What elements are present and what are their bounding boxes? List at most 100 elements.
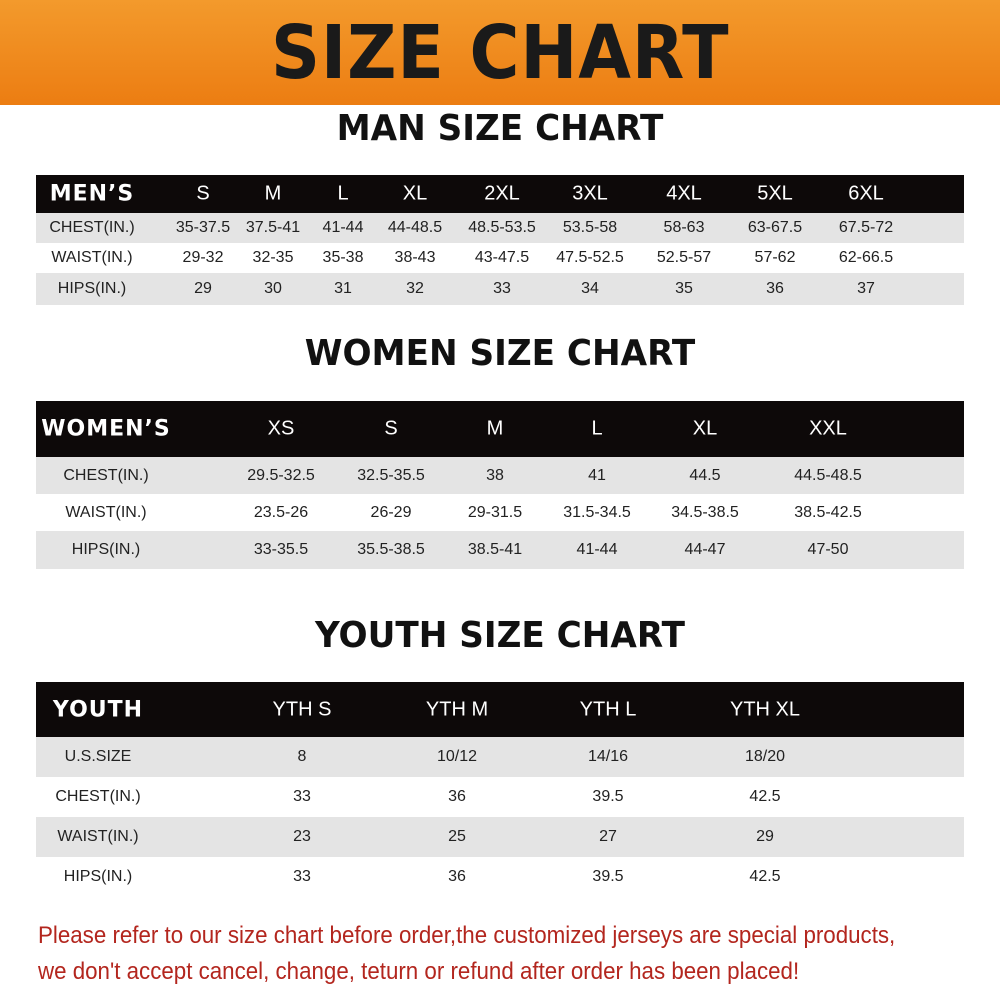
table-cell: 38.5-42.5 (794, 503, 862, 521)
row-label: CHEST(IN.) (49, 219, 135, 236)
table-cell: L (591, 417, 603, 440)
disclaimer-line-2: we don't accept cancel, change, teturn o… (38, 958, 800, 985)
table-cell: 35 (675, 280, 693, 297)
table-cell: 23 (293, 828, 311, 845)
table-cell: 39.5 (592, 788, 624, 805)
banner: SIZE CHART (0, 0, 1000, 105)
row-label: WAIST(IN.) (51, 249, 133, 266)
table-cell: 33 (293, 868, 311, 885)
table-cell: 37.5-41 (245, 219, 301, 236)
table-cell: XL (402, 182, 428, 205)
table-cell: 39.5 (592, 868, 624, 885)
table-cell: 34.5-38.5 (671, 503, 739, 521)
women-title: WOMEN SIZE CHART (304, 333, 696, 374)
table-cell: YTH XL (729, 698, 801, 720)
table-cell: 4XL (666, 182, 702, 205)
table-row: CHEST(IN.) 35-37.5 37.5-41 41-44 44-48.5 48.5… (36, 213, 964, 243)
table-cell: 48.5-53.5 (468, 219, 536, 236)
table-cell: 67.5-72 (838, 219, 894, 236)
table-cell: 57-62 (754, 249, 796, 266)
table-cell: 29.5-32.5 (247, 466, 315, 484)
table-cell: 31.5-34.5 (563, 503, 631, 521)
table-cell: 41-44 (322, 219, 364, 236)
table-cell: 58-63 (663, 219, 705, 236)
men-title: MAN SIZE CHART (336, 108, 664, 149)
table-cell: 52.5-57 (656, 249, 712, 266)
table-row: HIPS(IN.) 33 36 39.5 42.5 (36, 857, 964, 897)
table-cell: 2XL (484, 182, 520, 205)
table-cell: XS (267, 417, 295, 440)
table-cell: 42.5 (749, 868, 781, 885)
row-label: HIPS(IN.) (57, 280, 127, 297)
table-cell: 32 (406, 280, 424, 297)
table-cell: 23.5-26 (253, 503, 309, 521)
table-cell: 32-35 (252, 249, 294, 266)
table-cell: YTH M (425, 698, 489, 720)
table-cell: YTH S (272, 698, 332, 720)
table-cell: 29 (756, 828, 774, 845)
table-cell: 14/16 (587, 748, 629, 765)
table-cell: 36 (766, 280, 784, 297)
disclaimer-line-1: Please refer to our size chart before or… (38, 922, 896, 949)
table-cell: 44.5-48.5 (794, 466, 862, 484)
table-cell: 34 (581, 280, 599, 297)
table-cell: S (196, 182, 210, 205)
table-title-cell: YOUTH (52, 697, 144, 722)
table-cell: 33 (293, 788, 311, 805)
table-cell: 44-48.5 (387, 219, 443, 236)
table-cell: S (384, 417, 398, 440)
youth-size-table: YOUTH YTH S YTH M YTH L YTH XL U.S.SIZE 8 10/12… (36, 682, 964, 897)
table-cell: YTH L (579, 698, 637, 720)
banner-title: SIZE CHART (270, 9, 730, 96)
table-title-cell: MEN’S (49, 181, 135, 207)
table-cell: 53.5-58 (562, 219, 618, 236)
table-cell: 33 (493, 280, 511, 297)
youth-title: YOUTH SIZE CHART (315, 615, 685, 656)
disclaimer: Please refer to our size chart before or… (38, 918, 912, 990)
table-cell: 37 (857, 280, 875, 297)
table-cell: 41-44 (576, 541, 618, 558)
table-cell: M (264, 182, 282, 205)
table-cell: 36 (448, 788, 466, 805)
table-cell: 62-66.5 (838, 249, 894, 266)
row-label: HIPS(IN.) (63, 868, 133, 885)
table-title-cell: WOMEN’S (41, 416, 171, 442)
table-row: WAIST(IN.) 23 25 27 29 (36, 817, 964, 857)
table-cell: M (486, 417, 504, 440)
row-label: U.S.SIZE (64, 748, 132, 765)
table-cell: 26-29 (370, 503, 412, 521)
table-cell: 30 (264, 280, 282, 297)
row-label: WAIST(IN.) (57, 828, 139, 845)
table-cell: L (337, 182, 349, 205)
row-label: CHEST(IN.) (63, 466, 149, 484)
header-row: YOUTH YTH S YTH M YTH L YTH XL (36, 682, 964, 737)
table-cell: 25 (448, 828, 466, 845)
women-size-table: WOMEN’S XS S M L XL XXL CHEST(IN.) 29.5-32.5 32.5… (36, 401, 964, 569)
table-cell: 35-37.5 (175, 219, 231, 236)
table-cell: 10/12 (436, 748, 478, 765)
table-cell: 29-31.5 (467, 503, 523, 521)
table-cell: 27 (599, 828, 617, 845)
table-cell: 42.5 (749, 788, 781, 805)
table-row: U.S.SIZE 8 10/12 14/16 18/20 (36, 737, 964, 777)
table-row: WAIST(IN.) 23.5-26 26-29 29-31.5 31.5-34.5 34… (36, 494, 964, 531)
table-cell: 47.5-52.5 (556, 249, 624, 266)
table-cell: 38-43 (394, 249, 436, 266)
table-row: WAIST(IN.) 29-32 32-35 35-38 38-43 43-47.5 47.… (36, 243, 964, 273)
table-cell: 33-35.5 (253, 541, 309, 558)
table-cell: 3XL (572, 182, 608, 205)
header-row: MEN’S S M L XL 2XL 3XL 4XL 5XL 6XL (36, 175, 964, 213)
table-cell: 36 (448, 868, 466, 885)
table-cell: 8 (297, 748, 307, 765)
row-label: CHEST(IN.) (55, 788, 141, 805)
table-cell: 5XL (757, 182, 793, 205)
table-cell: 29-32 (182, 249, 224, 266)
table-cell: 35.5-38.5 (357, 541, 425, 558)
table-cell: 29 (194, 280, 212, 297)
table-cell: 6XL (848, 182, 884, 205)
table-row: HIPS(IN.) 33-35.5 35.5-38.5 38.5-41 41-44 44-… (36, 531, 964, 569)
men-size-table: MEN’S S M L XL 2XL 3XL 4XL 5XL 6XL CHEST(IN.) 35-37… (36, 175, 964, 305)
table-cell: 38.5-41 (467, 541, 523, 558)
table-cell: 44-47 (684, 541, 726, 558)
row-label: HIPS(IN.) (71, 541, 141, 558)
